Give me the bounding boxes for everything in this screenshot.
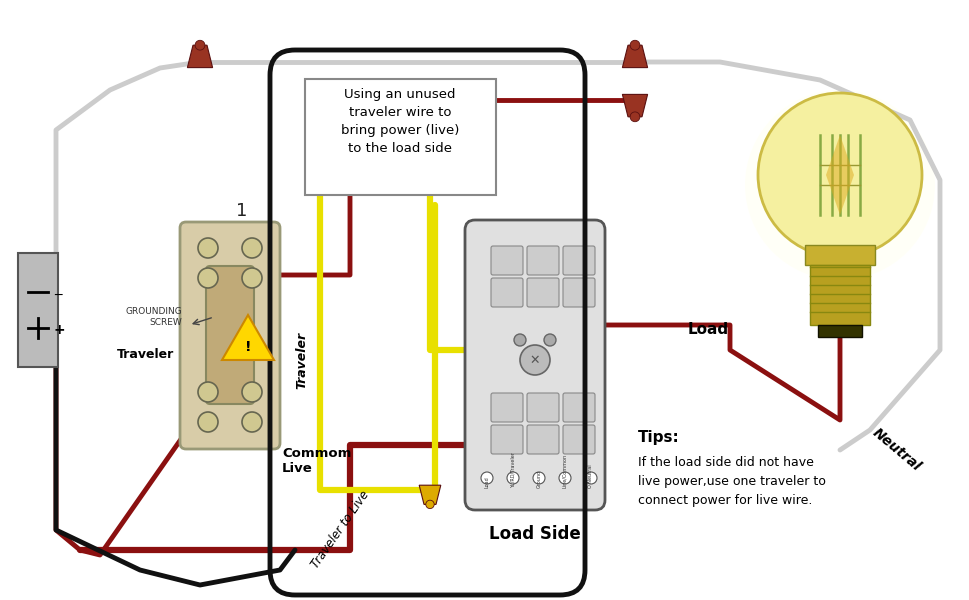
Circle shape	[198, 268, 218, 288]
Text: Traveler to Live: Traveler to Live	[308, 489, 371, 571]
Text: Ground: Ground	[536, 470, 541, 488]
FancyBboxPatch shape	[490, 246, 522, 275]
Polygon shape	[419, 485, 440, 505]
FancyBboxPatch shape	[526, 278, 558, 307]
Text: ─: ─	[54, 289, 61, 301]
FancyBboxPatch shape	[490, 393, 522, 422]
FancyBboxPatch shape	[562, 278, 594, 307]
Polygon shape	[222, 315, 273, 360]
Circle shape	[584, 472, 596, 484]
Circle shape	[630, 112, 640, 122]
Circle shape	[558, 472, 571, 484]
Circle shape	[241, 412, 262, 432]
Circle shape	[481, 472, 492, 484]
Circle shape	[425, 500, 434, 509]
Circle shape	[198, 238, 218, 258]
FancyBboxPatch shape	[490, 278, 522, 307]
Circle shape	[630, 40, 640, 50]
Circle shape	[544, 334, 555, 346]
Text: If the load side did not have
live power,use one traveler to
connect power for l: If the load side did not have live power…	[638, 456, 825, 507]
Text: Load: Load	[687, 323, 729, 337]
Text: Line/Common: Line/Common	[562, 454, 567, 488]
Circle shape	[532, 472, 545, 484]
Circle shape	[198, 382, 218, 402]
Circle shape	[507, 472, 518, 484]
Text: Commom
Live: Commom Live	[282, 447, 351, 475]
FancyBboxPatch shape	[18, 253, 58, 367]
Text: Traveler: Traveler	[296, 331, 308, 389]
Polygon shape	[826, 135, 853, 215]
Circle shape	[198, 412, 218, 432]
Circle shape	[519, 345, 549, 375]
Text: ✕: ✕	[529, 353, 540, 367]
Text: +: +	[54, 323, 66, 337]
Text: Traveler: Traveler	[116, 349, 173, 361]
FancyBboxPatch shape	[526, 425, 558, 454]
Circle shape	[744, 90, 934, 280]
Text: GROUNDING
SCREW: GROUNDING SCREW	[125, 307, 182, 326]
FancyBboxPatch shape	[205, 266, 254, 404]
Text: !: !	[244, 340, 251, 354]
Circle shape	[241, 382, 262, 402]
FancyBboxPatch shape	[562, 425, 594, 454]
FancyBboxPatch shape	[464, 220, 605, 510]
Text: Using an unused
traveler wire to
bring power (live)
to the load side: Using an unused traveler wire to bring p…	[340, 88, 458, 155]
Text: 1: 1	[236, 202, 247, 220]
FancyBboxPatch shape	[562, 393, 594, 422]
FancyBboxPatch shape	[809, 265, 869, 325]
Text: Load: Load	[484, 476, 489, 488]
Circle shape	[241, 238, 262, 258]
FancyBboxPatch shape	[490, 425, 522, 454]
Text: Load Side: Load Side	[488, 525, 580, 543]
Text: O Neutral: O Neutral	[588, 464, 593, 488]
FancyBboxPatch shape	[304, 79, 495, 195]
Polygon shape	[187, 45, 212, 68]
FancyBboxPatch shape	[180, 222, 280, 449]
FancyBboxPatch shape	[817, 325, 861, 337]
Circle shape	[195, 40, 204, 50]
Text: Tips:: Tips:	[638, 430, 679, 445]
Polygon shape	[622, 94, 647, 117]
Circle shape	[757, 93, 922, 257]
FancyBboxPatch shape	[526, 393, 558, 422]
Circle shape	[514, 334, 525, 346]
Polygon shape	[622, 45, 647, 68]
FancyBboxPatch shape	[804, 245, 874, 265]
FancyBboxPatch shape	[526, 246, 558, 275]
Text: Neutral: Neutral	[869, 426, 922, 474]
Circle shape	[241, 268, 262, 288]
Text: YL/RD/Traveler: YL/RD/Traveler	[510, 452, 515, 488]
FancyBboxPatch shape	[562, 246, 594, 275]
